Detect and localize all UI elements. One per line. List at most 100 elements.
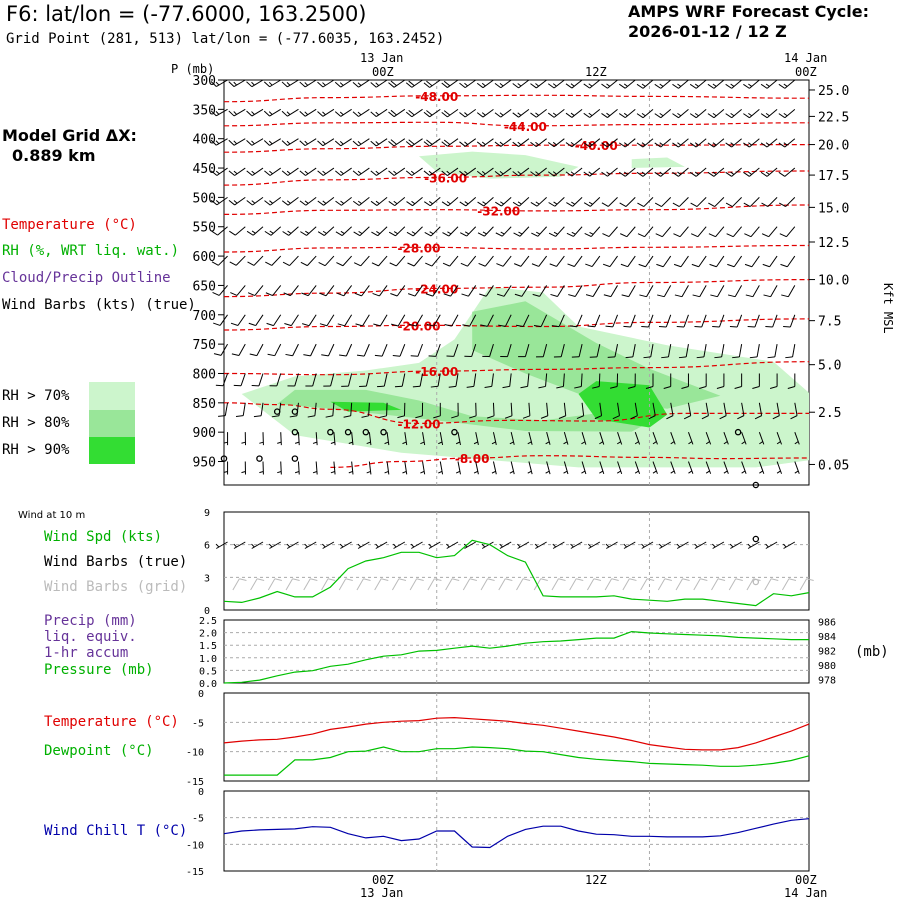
barb-550-10.2-shaft <box>395 226 406 237</box>
true-barb-2.2 <box>251 541 264 549</box>
barb-550-13.2-shaft <box>448 226 459 237</box>
barb-500-8.2-half-flag <box>357 200 362 205</box>
barb-400-14.2-flag <box>459 141 466 147</box>
bottom-time-1: 00Z <box>372 873 394 887</box>
grid-barb-11.5 <box>427 578 442 591</box>
barb-950-13.2 <box>455 461 461 475</box>
barb-300-6.2-half-flag <box>322 82 326 86</box>
barb-350-12.2-shaft <box>429 108 441 118</box>
barb-950-25.2-half-flag <box>670 470 675 474</box>
grid-barb-18.5 <box>551 578 566 591</box>
barb-450-17.2 <box>512 167 530 177</box>
barb-500-18.2-shaft <box>536 197 547 207</box>
barb-500-22.2 <box>601 197 618 207</box>
pressure-label-600: 600 <box>193 250 216 265</box>
barb-500-28.2-shaft <box>714 197 725 207</box>
barb-900-28.2 <box>723 432 729 445</box>
barb-550-21.2-flag <box>584 232 592 237</box>
true-barb-3.2-half-flag <box>268 543 273 548</box>
barb-500-32.2-flag <box>779 202 786 208</box>
grid-barb-19.5-flag <box>576 578 584 581</box>
barb-450-20.2 <box>565 167 583 177</box>
barb-850-9.2-flag <box>379 415 387 419</box>
true-barb-11.2 <box>410 541 423 549</box>
barb-450-12.2 <box>423 167 441 176</box>
barb-900-18.2 <box>545 432 551 445</box>
barb-650-30.2-shaft <box>752 285 760 297</box>
barb-450-4.2-flag <box>281 170 289 176</box>
barb-550-6.2-flag <box>317 231 325 236</box>
barb-950-18.2-half-flag <box>545 470 550 474</box>
barb-500-1.2 <box>228 196 246 206</box>
barb-750-10.2-flag <box>392 355 401 357</box>
barb-700-19.2-shaft <box>558 314 565 327</box>
barb-950-26.2 <box>687 461 694 474</box>
barb-300-0.2-half-flag <box>215 81 220 86</box>
true-barb-19.2-shaft <box>552 541 565 549</box>
barb-800-21.2-flag <box>592 385 600 389</box>
pressure-label-800: 800 <box>193 367 216 382</box>
barb-950-7.2 <box>348 461 354 475</box>
barb-400-0.2-half-flag <box>215 140 220 145</box>
barb-600-2.2-shaft <box>253 255 264 266</box>
barb-350-29.2-half-flag <box>730 112 735 117</box>
barb-750-24.2-shaft <box>650 344 654 358</box>
true-barb-6.2-shaft <box>322 541 335 549</box>
barb-400-8.2-flag <box>352 140 359 147</box>
true-barb-30.2-shaft <box>747 541 760 549</box>
barb-750-15.2-shaft <box>489 343 494 357</box>
barb-850-1.2-flag <box>235 415 244 418</box>
barb-400-3.2-shaft <box>269 138 281 146</box>
barb-400-1.2-flag <box>228 139 235 146</box>
barb-750-1.2 <box>231 343 246 356</box>
barb-650-12.2 <box>425 285 441 297</box>
barb-350-23.2-flag <box>618 113 626 119</box>
barb-600-4.2-flag <box>282 261 290 267</box>
barb-400-9.2-half-flag <box>375 141 380 145</box>
barb-900-11.2-half-flag <box>420 441 425 445</box>
barb-300-1.2-half-flag <box>233 81 238 86</box>
barb-850-19.2 <box>558 402 567 419</box>
barb-700-5.2-shaft <box>308 314 317 326</box>
barb-750-13.2-shaft <box>453 343 459 357</box>
barb-300-11.2-flag <box>408 80 415 87</box>
barb-550-13.2-flag <box>442 232 450 237</box>
barb-300-3.2-half-flag <box>268 81 273 86</box>
barb-550-3.2-shaft <box>270 226 282 236</box>
barb-700-32.2-flag <box>783 325 791 328</box>
barb-450-7.2-flag <box>335 170 342 176</box>
barb-700-27.2-shaft <box>701 314 707 328</box>
barb-500-9.2-shaft <box>376 197 388 206</box>
barb-900-30.2-half-flag <box>759 441 764 445</box>
barb-750-17.2 <box>518 343 530 358</box>
barb-400-14.2-half-flag <box>464 141 468 145</box>
barb-350-6.2 <box>317 108 335 117</box>
barb-750-32.2-shaft <box>792 344 796 358</box>
barb-550-30.2-shaft <box>750 226 760 238</box>
barb-800-23.2-flag <box>627 385 636 389</box>
barb-700-1.2-flag <box>230 322 239 326</box>
barb-600-10.2-shaft <box>395 255 406 267</box>
true-barb-16.2 <box>499 541 512 549</box>
barb-350-9.2-half-flag <box>375 111 380 116</box>
barb-550-27.2-flag <box>690 233 699 238</box>
barb-650-23.2-flag <box>621 294 629 298</box>
barb-350-0.2 <box>210 108 228 117</box>
barb-700-4.2-shaft <box>290 314 299 326</box>
barb-650-3.2-shaft <box>272 285 282 296</box>
barb-550-14.2-half-flag <box>464 231 470 235</box>
barb-550-8.2 <box>353 226 370 237</box>
windchill-ytick-0: 0 <box>198 787 204 798</box>
barb-950-24.2 <box>652 461 658 474</box>
barb-600-25.2 <box>656 255 672 268</box>
barb-600-15.2-shaft <box>484 255 494 267</box>
barb-550-14.2 <box>460 226 477 237</box>
barb-950-6.2-shaft <box>333 461 336 475</box>
barb-600-20.2-flag <box>567 263 575 267</box>
barb-850-18.2-flag <box>540 415 548 419</box>
barb-750-29.2 <box>732 344 743 359</box>
rh-region-4 <box>472 301 721 409</box>
true-barb-24.2-shaft <box>641 541 654 549</box>
barb-750-8.2-shaft <box>363 343 370 357</box>
barb-800-11.2 <box>412 373 424 388</box>
